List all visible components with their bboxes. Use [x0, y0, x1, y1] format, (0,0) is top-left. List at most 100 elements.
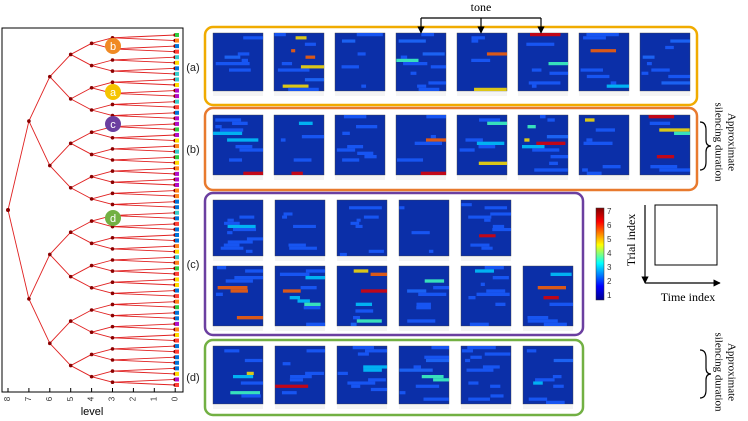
heatmap-cell	[343, 115, 367, 119]
colorbar-tick-label: 1	[607, 291, 612, 300]
branch	[112, 156, 176, 161]
branch	[91, 370, 113, 378]
heatmap-cell	[216, 266, 227, 270]
node	[27, 119, 31, 123]
heatmap-cell	[537, 286, 567, 290]
heatmap-cell	[421, 33, 435, 37]
heatmap-cell	[425, 358, 449, 363]
branch	[91, 376, 113, 383]
heatmap-axis	[457, 176, 507, 180]
heatmap-axis	[275, 405, 325, 409]
heatmap-cell	[482, 365, 500, 369]
branch	[112, 45, 176, 50]
node	[89, 108, 94, 112]
heatmap-cell	[590, 49, 617, 53]
heatmap-cell	[400, 55, 408, 59]
leaf	[175, 371, 179, 376]
heatmap-cell	[282, 289, 301, 293]
heatmap-cell	[225, 279, 253, 283]
leaf	[175, 133, 179, 137]
branch	[112, 126, 176, 130]
heatmap-cell	[360, 289, 387, 293]
branch	[91, 281, 113, 289]
branch	[112, 81, 176, 86]
branch	[91, 81, 113, 89]
heatmap-cell	[526, 42, 555, 46]
heatmap-cell	[230, 289, 248, 293]
node	[89, 330, 94, 335]
node	[6, 208, 10, 212]
heatmap-cell	[241, 58, 249, 62]
branch	[112, 290, 176, 294]
heatmap-cell	[279, 272, 310, 276]
branch	[91, 65, 113, 72]
node	[110, 247, 115, 251]
heatmap-cell	[546, 135, 568, 139]
tone-label: tone	[471, 0, 492, 14]
branch	[112, 48, 176, 53]
heatmap-cell	[468, 296, 476, 300]
heatmap-cell	[547, 118, 555, 122]
x-tick-label: 4	[87, 396, 96, 401]
heatmap-cell	[468, 381, 479, 385]
node	[68, 97, 73, 101]
leaf	[175, 127, 179, 132]
heatmap-cell	[342, 158, 360, 162]
branch	[28, 76, 51, 122]
heatmap-axis	[579, 92, 629, 96]
heatmap-cell	[217, 286, 248, 290]
heatmap-cell	[417, 84, 427, 88]
heatmap-cell	[227, 218, 234, 222]
node	[89, 41, 94, 46]
heatmap	[578, 32, 630, 92]
heatmap-cell	[651, 68, 670, 72]
branch	[112, 181, 176, 186]
branch	[112, 301, 176, 305]
tone-bracket	[417, 17, 545, 34]
heatmap-cell	[243, 36, 263, 40]
heatmap-cell	[580, 68, 603, 72]
leaf	[175, 277, 179, 282]
heatmap-cell	[545, 400, 565, 404]
heatmap-cell	[586, 138, 593, 142]
heatmap-cell	[341, 39, 356, 43]
cluster-label: a	[110, 87, 117, 99]
leaf	[175, 271, 179, 276]
heatmap-cell	[363, 215, 379, 219]
branch	[91, 304, 113, 311]
heatmap-cell	[232, 121, 248, 125]
heatmap-axis	[457, 92, 507, 96]
branch	[112, 381, 176, 386]
heatmap-cell	[595, 128, 615, 132]
branch	[112, 92, 176, 97]
heatmap-cell	[245, 269, 263, 273]
leaf	[175, 216, 179, 221]
side-label: silencing duration	[712, 102, 724, 182]
leaf	[175, 238, 179, 243]
leaf	[175, 255, 179, 260]
node	[110, 258, 115, 262]
branch	[91, 309, 113, 316]
heatmap-cell	[305, 55, 316, 59]
heatmap-axis	[213, 327, 263, 331]
heatmap-cell	[549, 302, 573, 306]
heatmap-axis	[579, 176, 629, 180]
heatmap-cell	[342, 131, 350, 135]
heatmap-axis	[274, 176, 324, 180]
branch	[7, 209, 30, 299]
heatmap-cell	[303, 306, 321, 310]
heatmap-cell	[492, 228, 511, 232]
leaf	[175, 105, 179, 110]
leaf	[175, 310, 179, 315]
heatmap-cell	[399, 368, 433, 372]
heatmap-cell	[549, 71, 568, 75]
heatmap-cell	[306, 322, 325, 326]
heatmap-cell	[363, 368, 382, 372]
branch	[112, 370, 176, 375]
heatmap-cell	[215, 118, 242, 122]
heatmap-cell	[289, 378, 303, 382]
heatmap-axis	[396, 92, 446, 96]
branch	[112, 192, 176, 197]
heatmap-cell	[228, 68, 251, 72]
cluster-node	[105, 38, 121, 54]
